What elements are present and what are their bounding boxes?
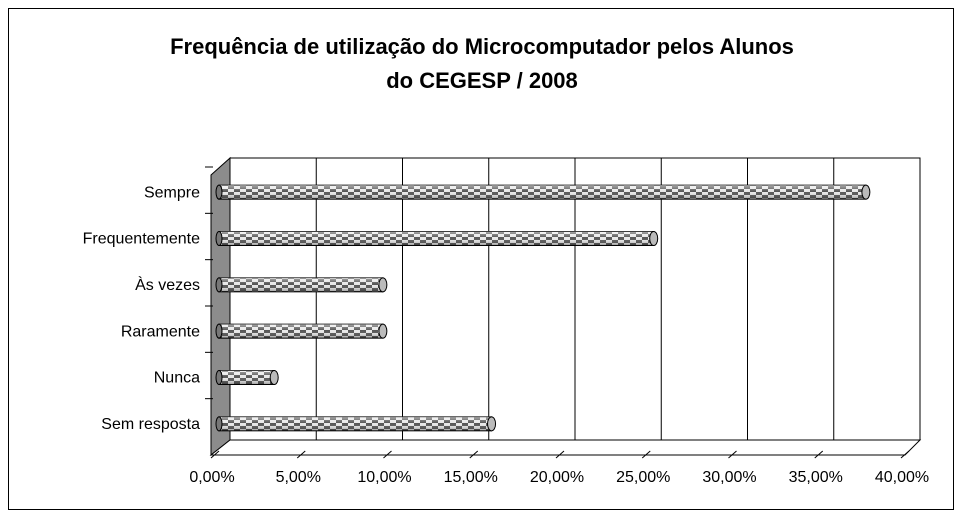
- bar-start: [215, 370, 223, 385]
- y-tick-label: Às vezes: [135, 275, 200, 294]
- x-tick-label: 20,00%: [530, 469, 584, 486]
- floor: [209, 439, 922, 456]
- bar: [215, 184, 871, 200]
- bar-start: [215, 231, 223, 246]
- tick-mark: [296, 450, 306, 459]
- tick-mark: [555, 450, 565, 459]
- bar-cap: [861, 184, 871, 200]
- bar-cap: [378, 277, 388, 293]
- bar-start: [215, 184, 223, 200]
- chart-border: [8, 8, 954, 510]
- bar-start: [215, 323, 223, 339]
- tick-mark: [383, 450, 392, 459]
- y-tick-label: Nunca: [154, 370, 200, 387]
- bar-shade: [219, 277, 383, 292]
- bar-shade: [219, 416, 492, 431]
- bar-cap: [269, 370, 279, 385]
- bar: [215, 277, 388, 293]
- bar: [215, 416, 497, 432]
- bar-shade: [219, 231, 654, 246]
- y-tick-label: Frequentemente: [83, 231, 201, 248]
- tick-mark: [814, 450, 824, 459]
- tick-mark: [469, 450, 479, 459]
- bar: [215, 370, 279, 385]
- bar: [215, 231, 659, 246]
- y-tick-label: Raramente: [121, 323, 200, 340]
- bar-shade: [219, 185, 866, 200]
- x-tick-label: 10,00%: [357, 469, 411, 486]
- bar-cap: [378, 323, 388, 339]
- chart-title: Frequência de utilização do Microcomputa…: [170, 34, 794, 93]
- tick-mark: [728, 450, 737, 459]
- y-tick-label: Sem resposta: [101, 416, 200, 433]
- bar-cap: [649, 231, 659, 246]
- bar-start: [215, 277, 223, 293]
- bar: [215, 323, 388, 339]
- x-tick-label: 40,00%: [875, 469, 929, 486]
- bar-shade: [219, 324, 383, 339]
- bar-start: [215, 416, 223, 432]
- x-tick-label: 35,00%: [789, 469, 843, 486]
- x-tick-label: 15,00%: [444, 469, 498, 486]
- y-tick-label: Sempre: [144, 184, 200, 201]
- bar-cap: [487, 416, 497, 432]
- bar-shade: [219, 370, 275, 385]
- x-tick-label: 5,00%: [276, 469, 321, 486]
- tick-mark: [210, 450, 220, 459]
- tick-mark: [900, 450, 910, 459]
- x-tick-label: 25,00%: [616, 469, 670, 486]
- x-tick-label: 30,00%: [702, 469, 756, 486]
- tick-mark: [641, 450, 651, 459]
- x-tick-label: 0,00%: [189, 469, 234, 486]
- left-wall: [210, 156, 231, 457]
- title-box: Frequência de utilização do Microcomputa…: [0, 30, 964, 98]
